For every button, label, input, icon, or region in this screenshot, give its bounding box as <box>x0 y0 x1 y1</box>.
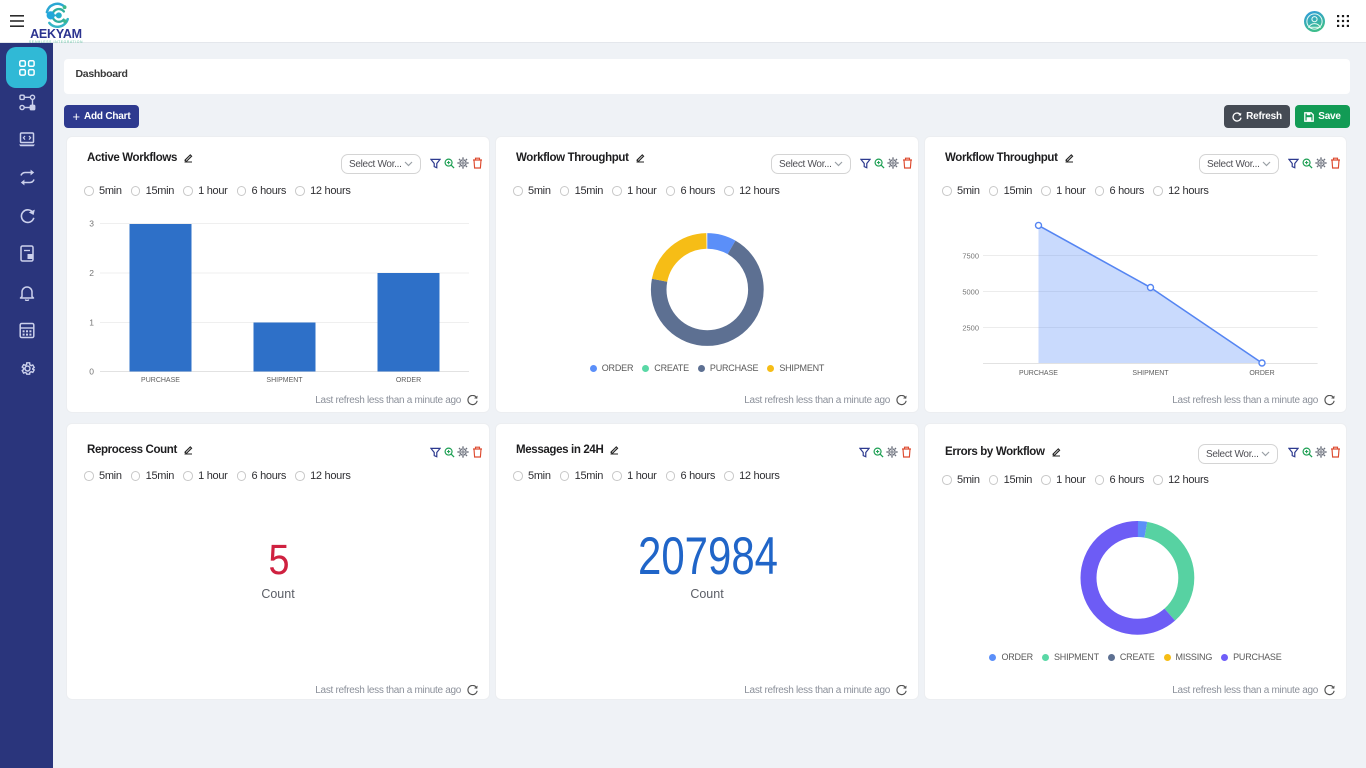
svg-text:PURCHASE: PURCHASE <box>1019 370 1058 377</box>
svg-text:5000: 5000 <box>962 288 979 297</box>
svg-text:5: 5 <box>269 537 290 584</box>
svg-text:PURCHASE: PURCHASE <box>141 377 180 384</box>
svg-text:ORDER: ORDER <box>1249 370 1274 377</box>
svg-text:ORDER: ORDER <box>396 377 421 384</box>
svg-text:SHIPMENT: SHIPMENT <box>1132 370 1169 377</box>
svg-text:SHIPMENT: SHIPMENT <box>266 377 303 384</box>
svg-text:7500: 7500 <box>962 252 979 261</box>
svg-text:2: 2 <box>89 268 94 278</box>
svg-text:207984: 207984 <box>638 527 778 586</box>
svg-text:3: 3 <box>89 219 94 229</box>
svg-text:2500: 2500 <box>962 324 979 333</box>
svg-text:1: 1 <box>89 318 94 328</box>
svg-text:0: 0 <box>89 367 94 377</box>
